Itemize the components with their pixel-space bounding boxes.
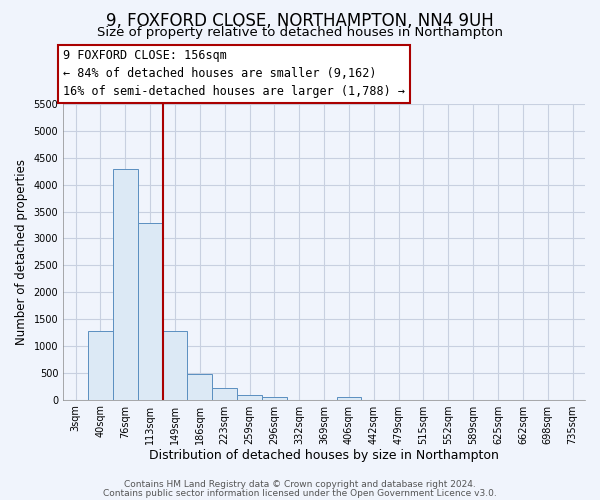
Bar [113,168,138,400]
Bar [187,374,212,400]
Bar [163,331,187,400]
Text: Contains public sector information licensed under the Open Government Licence v3: Contains public sector information licen… [103,488,497,498]
Text: 9 FOXFORD CLOSE: 156sqm
← 84% of detached houses are smaller (9,162)
16% of semi: 9 FOXFORD CLOSE: 156sqm ← 84% of detache… [63,50,405,98]
Text: Contains HM Land Registry data © Crown copyright and database right 2024.: Contains HM Land Registry data © Crown c… [124,480,476,489]
Text: 9, FOXFORD CLOSE, NORTHAMPTON, NN4 9UH: 9, FOXFORD CLOSE, NORTHAMPTON, NN4 9UH [106,12,494,30]
X-axis label: Distribution of detached houses by size in Northampton: Distribution of detached houses by size … [149,450,499,462]
Bar [138,224,163,400]
Y-axis label: Number of detached properties: Number of detached properties [15,159,28,345]
Bar [337,397,361,400]
Bar [262,397,287,400]
Bar [212,388,237,400]
Bar [88,332,113,400]
Bar [237,395,262,400]
Text: Size of property relative to detached houses in Northampton: Size of property relative to detached ho… [97,26,503,39]
